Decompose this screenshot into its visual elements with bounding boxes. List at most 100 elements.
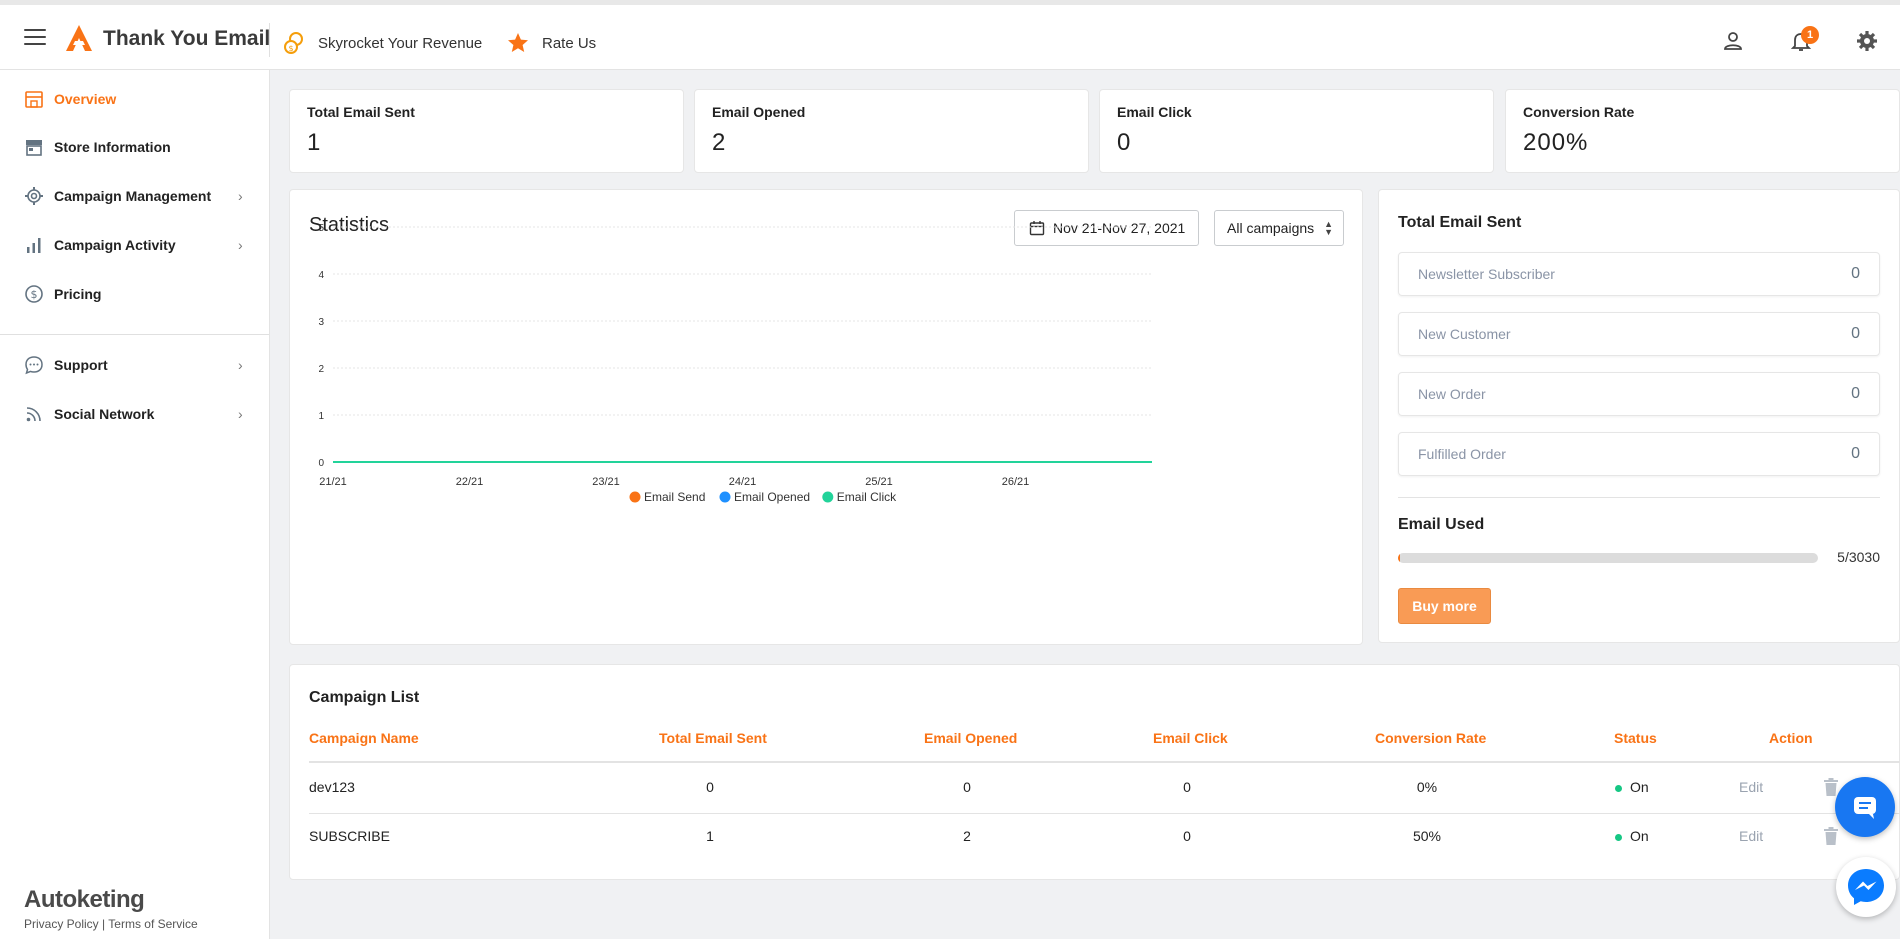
column-header-conversion-rate: Conversion Rate [1375, 730, 1487, 746]
campaign-name[interactable]: dev123 [309, 779, 355, 795]
app-logo [66, 25, 92, 51]
statistics-chart: 0 1 2 3 4 5 21/21 22/21 23/21 24/21 25/21 26/21 Emai… [318, 223, 1152, 504]
column-header-total-email-sent: Total Email Sent [659, 730, 767, 746]
y-tick-label: 4 [318, 270, 324, 281]
chat-icon [1854, 797, 1876, 819]
new-order-row: New Order 0 [1398, 372, 1880, 416]
row-divider [309, 813, 1900, 814]
row-label: Fulfilled Order [1418, 446, 1506, 462]
chevron-right-icon: › [238, 357, 243, 373]
sidebar-item-campaign-activity[interactable]: Campaign Activity › [0, 225, 269, 265]
chat-bubble-icon [25, 356, 43, 375]
edit-link[interactable]: Edit [1739, 828, 1764, 844]
status-label: On [1630, 828, 1649, 844]
campaign-list-card: Campaign List Campaign Name Total Email … [289, 664, 1900, 880]
rss-icon [26, 407, 41, 422]
newsletter-subscriber-row: Newsletter Subscriber 0 [1398, 252, 1880, 296]
sidebar-item-label: Social Network [54, 406, 155, 422]
stat-card-conversion-rate: Conversion Rate 200% [1505, 89, 1900, 173]
row-label: New Customer [1418, 326, 1511, 342]
x-tick-label: 25/21 [865, 476, 893, 488]
divider [269, 23, 270, 57]
x-tick-label: 23/21 [592, 476, 620, 488]
trash-icon[interactable] [1823, 778, 1839, 796]
gear-icon [25, 187, 43, 205]
trash-icon[interactable] [1823, 827, 1839, 845]
cell-conversion-rate: 0% [1416, 779, 1438, 795]
cell-email-opened: 0 [963, 779, 971, 795]
sidebar-item-support[interactable]: Support › [0, 345, 269, 385]
date-range-button[interactable]: Nov 21-Nov 27, 2021 [1014, 210, 1199, 246]
x-tick-label: 24/21 [729, 476, 757, 488]
messenger-button[interactable] [1836, 857, 1896, 917]
sidebar-item-overview[interactable]: Overview [0, 79, 269, 119]
status-badge: On [1615, 828, 1649, 844]
cell-email-click: 0 [1183, 828, 1191, 844]
sidebar-item-label: Overview [54, 91, 117, 107]
sidebar-item-label: Campaign Management [54, 188, 212, 204]
stat-card-email-opened: Email Opened 2 [694, 89, 1089, 173]
status-label: On [1630, 779, 1649, 795]
legend-label: Email Click [837, 490, 897, 504]
footer-separator: | [102, 917, 106, 931]
row-label: New Order [1418, 386, 1486, 402]
sidebar-item-store-information[interactable]: Store Information [0, 127, 269, 167]
stat-value: 1 [307, 129, 322, 156]
star-icon [508, 33, 528, 52]
top-bar: Thank You Email $ Skyrocket Your Revenue… [0, 0, 1900, 70]
y-tick-label: 1 [318, 411, 324, 422]
autoketing-logo: Autoketing [24, 886, 145, 913]
stat-value: 200% [1523, 129, 1589, 156]
panel-title: Total Email Sent [1398, 214, 1522, 231]
email-used-title: Email Used [1398, 516, 1485, 533]
cell-total-email-sent: 0 [706, 779, 714, 795]
privacy-policy-link[interactable]: Privacy Policy [24, 917, 99, 931]
statistics-card: Statistics Nov 21-Nov 27, 2021 All campa… [289, 189, 1363, 645]
legend-marker [719, 491, 731, 503]
sidebar-item-label: Campaign Activity [54, 237, 176, 253]
status-badge: On [1615, 779, 1649, 795]
statistics-title: Statistics [309, 214, 390, 236]
user-icon[interactable] [1721, 29, 1745, 53]
fulfilled-order-row: Fulfilled Order 0 [1398, 432, 1880, 476]
cell-conversion-rate: 50% [1412, 828, 1442, 844]
gear-icon[interactable] [1855, 29, 1879, 53]
sidebar-item-social-network[interactable]: Social Network › [0, 394, 269, 434]
stat-label: Email Click [1117, 104, 1192, 120]
dollar-icon: $ [25, 285, 43, 303]
shop-icon [26, 140, 42, 156]
y-tick-label: 0 [318, 458, 324, 469]
sidebar-item-campaign-management[interactable]: Campaign Management › [0, 176, 269, 216]
row-value: 0 [1851, 385, 1860, 402]
column-header-email-opened: Email Opened [924, 730, 1018, 746]
column-header-action: Action [1769, 730, 1813, 746]
row-label: Newsletter Subscriber [1418, 266, 1555, 282]
buy-more-button[interactable]: Buy more [1398, 588, 1491, 624]
status-dot [1615, 833, 1622, 841]
stat-value: 2 [712, 129, 727, 156]
rate-us-label: Rate Us [542, 34, 597, 52]
menu-icon[interactable] [24, 29, 46, 47]
campaign-select-value: All campaigns [1227, 220, 1315, 236]
chevron-right-icon: › [238, 237, 243, 253]
skyrocket-link[interactable]: $ Skyrocket Your Revenue [282, 31, 482, 55]
terms-of-service-link[interactable]: Terms of Service [108, 917, 198, 931]
column-header-campaign-name: Campaign Name [309, 730, 419, 746]
edit-link[interactable]: Edit [1739, 779, 1764, 795]
sidebar-item-label: Support [54, 357, 108, 373]
rate-us-link[interactable]: Rate Us [506, 31, 596, 55]
stat-value: 0 [1117, 129, 1132, 156]
x-tick-label: 22/21 [456, 476, 484, 488]
live-chat-button[interactable] [1835, 777, 1895, 837]
sidebar-item-label: Pricing [54, 286, 102, 302]
campaign-list-title: Campaign List [309, 689, 420, 706]
sidebar-item-pricing[interactable]: $ Pricing [0, 274, 269, 314]
select-arrows-icon: ▲ ▼ [1324, 219, 1333, 237]
header-divider [309, 761, 1900, 763]
campaign-select[interactable]: All campaigns ▲ ▼ [1214, 210, 1344, 246]
stat-label: Email Opened [712, 104, 806, 120]
row-value: 0 [1851, 445, 1860, 462]
stat-label: Total Email Sent [307, 104, 415, 120]
cell-email-click: 0 [1183, 779, 1191, 795]
campaign-name[interactable]: SUBSCRIBE [309, 828, 390, 844]
